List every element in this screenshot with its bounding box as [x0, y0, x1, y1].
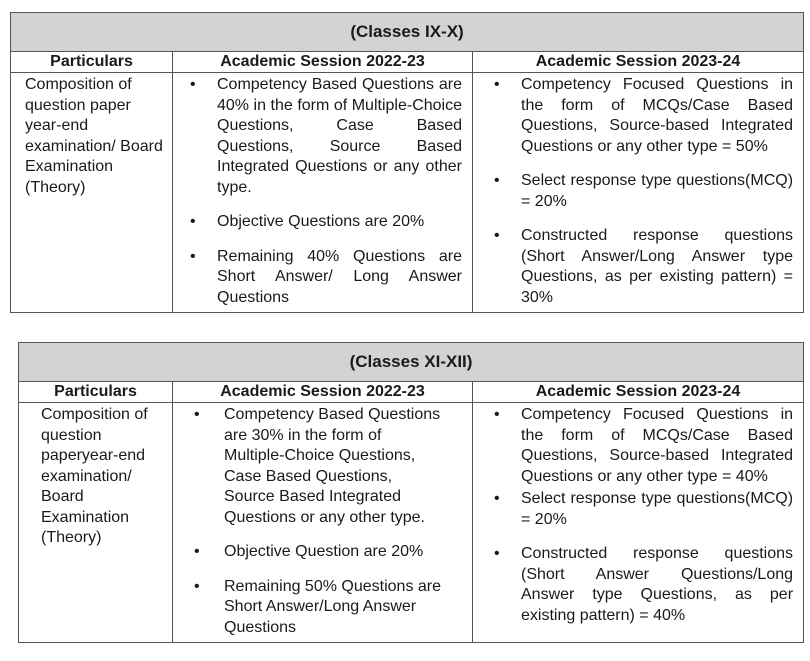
list-item: • Select response type questions(MCQ) = 2…: [494, 172, 794, 210]
bullet-icon: •: [194, 406, 200, 423]
header-session-2023-24: Academic Session 2023-24: [471, 51, 805, 73]
list-item: • Competency Focused Questions in the for…: [494, 76, 794, 155]
list-item: • Remaining 40% Questions are Short Answe…: [190, 247, 462, 306]
list-item: • Competency Based Questions are 40% in t…: [190, 76, 462, 196]
header-particulars: Particulars: [10, 51, 173, 73]
list-item: • Constructed response questions (Short A…: [494, 227, 794, 306]
session-2023-24-cell: • Competency Focused Questions in the for…: [471, 402, 805, 643]
bullet-icon: •: [494, 406, 500, 423]
header-particulars: Particulars: [18, 381, 173, 403]
bullet-icon: •: [494, 490, 500, 507]
header-session-2022-23: Academic Session 2022-23: [172, 51, 473, 73]
list-item: • Objective Questions are 20%: [173, 212, 462, 233]
classes-ix-x-table: (Classes IX-X) Particulars Academic Sess…: [9, 12, 805, 313]
session-2023-24-cell: • Competency Focused Questions in the for…: [471, 72, 805, 313]
bullet-icon: •: [494, 545, 500, 562]
bullet-icon: •: [190, 76, 196, 93]
list-item: • Competency Focused Questions in the for…: [494, 406, 794, 485]
bullet-icon: •: [190, 247, 196, 265]
table-title: (Classes XI-XII): [17, 342, 805, 382]
list-item: • Constructed response questions (Short A…: [494, 545, 794, 624]
classes-xi-xii-table: (Classes XI-XII) Particulars Academic Se…: [17, 342, 805, 643]
bullet-icon: •: [494, 76, 500, 93]
bullet-icon: •: [494, 227, 500, 244]
session-2022-23-cell: • Competency Based Questions are 40% in t…: [172, 72, 473, 313]
session-2022-23-cell: • Competency Based Questions are 30% in t…: [172, 402, 473, 643]
header-session-2022-23: Academic Session 2022-23: [172, 381, 473, 403]
table-title: (Classes IX-X): [9, 12, 805, 52]
particulars-cell: Composition of question paperyear-end ex…: [18, 402, 173, 643]
bullet-icon: •: [190, 213, 196, 230]
bullet-icon: •: [194, 543, 200, 560]
list-item: • Objective Question are 20%: [173, 542, 444, 563]
list-item: • Select response type questions(MCQ) = 2…: [494, 490, 794, 528]
header-session-2023-24: Academic Session 2023-24: [471, 381, 805, 403]
bullet-icon: •: [494, 172, 500, 189]
list-item: • Competency Based Questions are 30% in t…: [194, 406, 441, 526]
particulars-cell: Composition of question paper year-end e…: [10, 72, 173, 313]
list-item: • Remaining 50% Questions are Short Answe…: [194, 577, 442, 636]
bullet-icon: •: [194, 577, 200, 595]
